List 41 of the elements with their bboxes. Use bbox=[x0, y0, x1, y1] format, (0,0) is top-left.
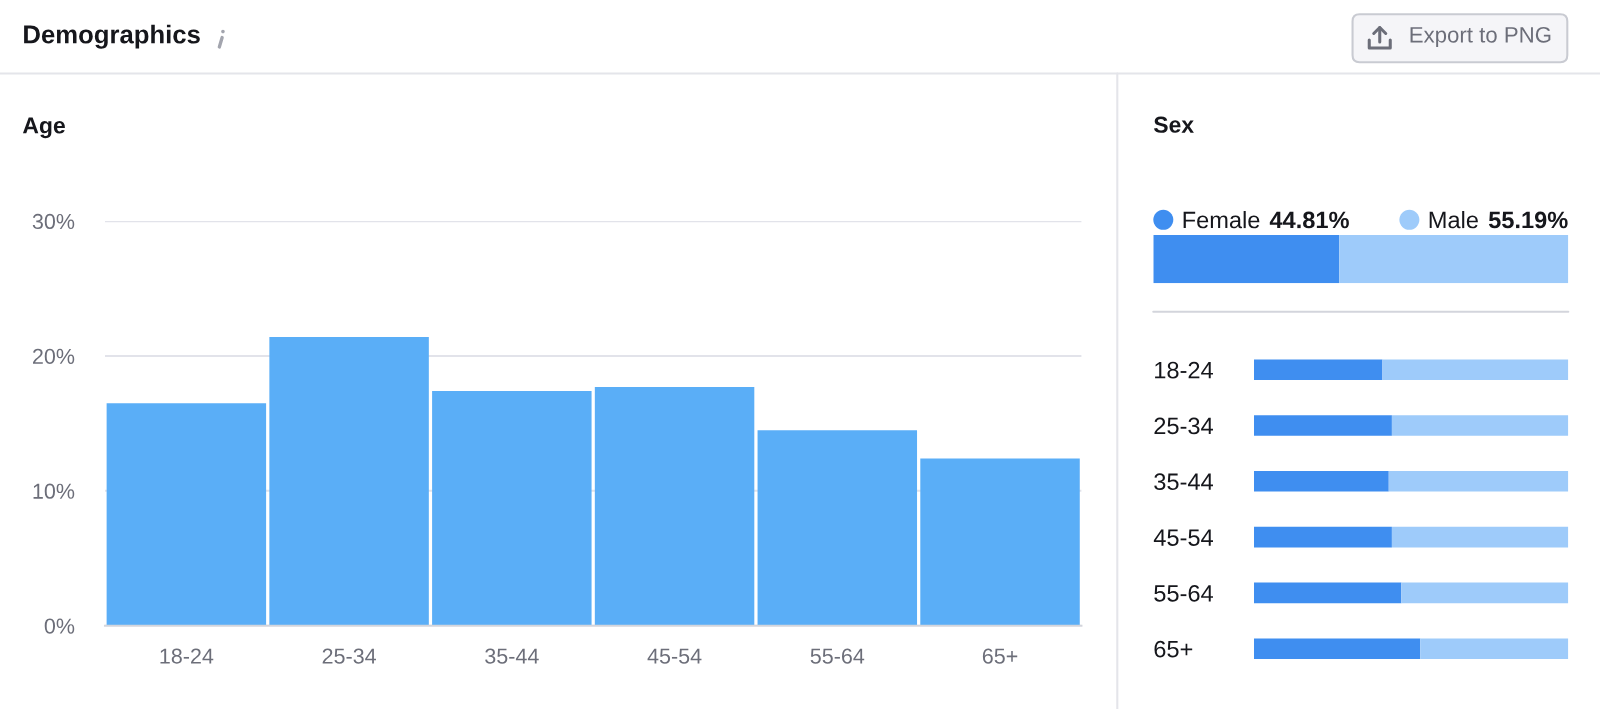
bar bbox=[432, 391, 592, 626]
x-tick-label: 25-34 bbox=[322, 648, 376, 664]
bar bbox=[106, 403, 267, 626]
y-tick-label: 0% bbox=[44, 618, 75, 634]
bar bbox=[1253, 415, 1392, 436]
y-tick-label: 35-44 bbox=[1154, 473, 1213, 491]
chart-title: Age bbox=[22, 117, 65, 139]
y-tick-label: 20% bbox=[33, 348, 75, 364]
x-tick-label: 18-24 bbox=[160, 648, 214, 664]
x-tick-label: 35-44 bbox=[485, 648, 539, 664]
bar bbox=[1253, 526, 1392, 548]
y-tick-label: 18-24 bbox=[1155, 361, 1213, 379]
y-tick-label: 45-54 bbox=[1153, 529, 1213, 546]
bar bbox=[1391, 526, 1569, 548]
chart-title: Sex bbox=[1153, 116, 1194, 133]
bar bbox=[1253, 470, 1389, 492]
bar bbox=[757, 430, 918, 626]
bar bbox=[1253, 638, 1421, 660]
data-label: 55.19% bbox=[1488, 211, 1568, 229]
x-tick-label: 65+ bbox=[982, 648, 1018, 664]
data-label: 44.81% bbox=[1269, 211, 1349, 229]
bar bbox=[1253, 582, 1402, 604]
bar bbox=[1382, 359, 1569, 381]
bar bbox=[594, 386, 755, 626]
bar bbox=[1391, 415, 1569, 436]
text: Demographics bbox=[24, 24, 200, 49]
bar bbox=[269, 337, 429, 626]
bar bbox=[1401, 582, 1569, 604]
text: Export to PNG bbox=[1410, 26, 1551, 48]
legend-label: Male bbox=[1429, 210, 1478, 229]
x-tick-label: 45-54 bbox=[647, 648, 702, 664]
legend-label: Female bbox=[1183, 210, 1260, 229]
y-tick-label: 55-64 bbox=[1154, 584, 1213, 602]
bar bbox=[1388, 470, 1569, 492]
bar bbox=[1253, 359, 1383, 381]
y-tick-label: 10% bbox=[33, 483, 75, 499]
y-tick-label: 30% bbox=[32, 213, 75, 230]
x-tick-label: 55-64 bbox=[810, 648, 865, 664]
bar bbox=[1420, 638, 1569, 660]
bar bbox=[920, 458, 1080, 626]
y-tick-label: 25-34 bbox=[1154, 417, 1213, 435]
